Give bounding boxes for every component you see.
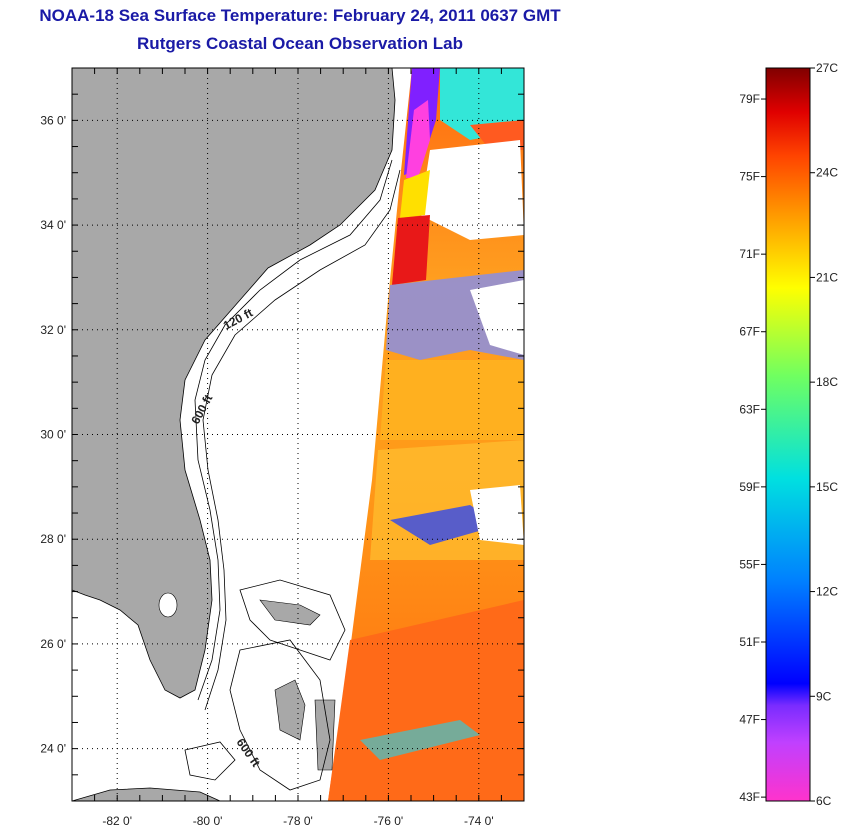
colorbar-celsius-label: 24C bbox=[816, 166, 838, 180]
lon-tick-label: -82 0' bbox=[102, 814, 132, 828]
contour-cuba bbox=[184, 741, 236, 781]
lat-tick-label: 30 0' bbox=[40, 428, 66, 442]
colorbar-celsius-label: 6C bbox=[816, 794, 832, 808]
land-cuba bbox=[72, 787, 221, 801]
colorbar-fahrenheit-label: 71F bbox=[739, 247, 760, 261]
lat-tick-label: 26 0' bbox=[40, 637, 66, 651]
colorbar bbox=[765, 67, 811, 802]
map-frame bbox=[71, 67, 525, 802]
map-subtitle: Rutgers Coastal Ocean Observation Lab bbox=[137, 34, 463, 53]
sst-yellow-band bbox=[380, 360, 524, 440]
lat-tick-label: 36 0' bbox=[40, 113, 66, 127]
lon-tick-label: -76 0' bbox=[374, 814, 404, 828]
colorbar-fahrenheit-label: 67F bbox=[739, 325, 760, 339]
axis-labels: -82 0' -80 0' -78 0' -76 0' -74 0' 36 0' 34 0'… bbox=[40, 113, 493, 828]
land-bahamas-north bbox=[259, 599, 321, 626]
colorbar-fahrenheit-label: 75F bbox=[739, 170, 760, 184]
sst-yellow-patch bbox=[400, 170, 430, 218]
colorbar-celsius-label: 27C bbox=[816, 61, 838, 75]
colorbar-fahrenheit-label: 59F bbox=[739, 480, 760, 494]
colorbar-labels: 27C 24C 21C 18C 15C 12C 9C 6C 79F 75F 71F 67F 63F 59F… bbox=[739, 61, 838, 808]
lon-tick-label: -74 0' bbox=[464, 814, 494, 828]
colorbar-celsius-label: 12C bbox=[816, 585, 838, 599]
lake-okeechobee bbox=[158, 592, 178, 618]
lat-tick-label: 32 0' bbox=[40, 323, 66, 337]
contour-600ft bbox=[202, 169, 401, 711]
sst-cloud-gap-south bbox=[470, 485, 524, 545]
lat-tick-label: 24 0' bbox=[40, 742, 66, 756]
colorbar-fahrenheit-label: 43F bbox=[739, 790, 760, 804]
sst-blue-streak bbox=[390, 505, 500, 545]
contour-bahamas bbox=[239, 579, 346, 661]
graticule bbox=[71, 67, 525, 802]
sst-cool-band bbox=[360, 720, 480, 760]
colorbar-celsius-label: 21C bbox=[816, 270, 838, 284]
land-bahamas-andros bbox=[274, 679, 306, 741]
sst-red-patch bbox=[392, 215, 430, 285]
colorbar-fahrenheit-label: 47F bbox=[739, 713, 760, 727]
land-bahamas-east bbox=[314, 699, 336, 771]
sst-pink-band bbox=[406, 100, 430, 178]
colorbar-celsius-label: 15C bbox=[816, 480, 838, 494]
colorbar-celsius-label: 9C bbox=[816, 689, 832, 703]
colorbar-fahrenheit-label: 63F bbox=[739, 402, 760, 416]
colorbar-fahrenheit-label: 51F bbox=[739, 635, 760, 649]
map-title: NOAA-18 Sea Surface Temperature: Februar… bbox=[39, 6, 561, 25]
colorbar-fahrenheit-label: 79F bbox=[739, 92, 760, 106]
colorbar-celsius-label: 18C bbox=[816, 375, 838, 389]
sst-cloud-gap-east bbox=[470, 280, 524, 355]
contour-120ft bbox=[194, 159, 393, 701]
lon-tick-label: -80 0' bbox=[193, 814, 223, 828]
lat-tick-label: 28 0' bbox=[40, 532, 66, 546]
lat-tick-label: 34 0' bbox=[40, 218, 66, 232]
sst-cloud-gap bbox=[420, 140, 524, 240]
lon-tick-label: -78 0' bbox=[283, 814, 313, 828]
colorbar-fahrenheit-label: 55F bbox=[739, 557, 760, 571]
contour-bahamas-south bbox=[229, 639, 331, 791]
